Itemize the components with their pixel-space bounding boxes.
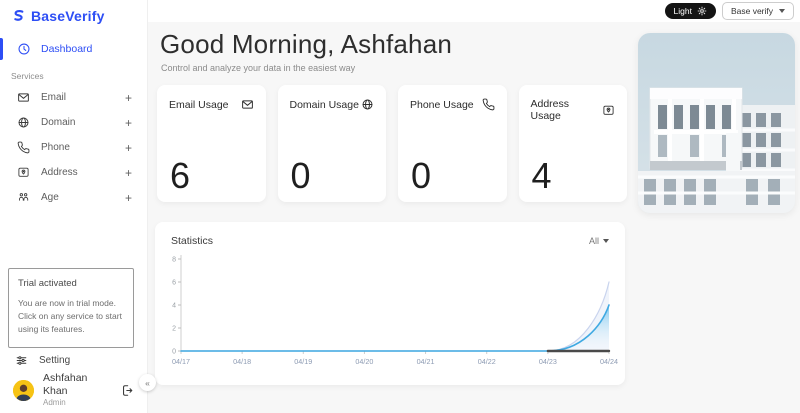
svg-text:6: 6 (172, 280, 176, 287)
svg-text:04/20: 04/20 (355, 357, 373, 366)
collapse-chevrons-icon: « (145, 377, 150, 388)
svg-text:04/21: 04/21 (417, 357, 435, 366)
phone-icon (482, 98, 495, 111)
envelope-icon (17, 91, 30, 104)
statistics-card: Statistics All 0 2 4 6 8 04/17 04/18 04/19 04/20… (155, 222, 625, 385)
add-service-button[interactable]: + (124, 165, 132, 180)
statistics-chart: 0 2 4 6 8 04/17 04/18 04/19 04/20 04/21 04/22 04/23… (172, 255, 618, 366)
user-role: Admin (43, 398, 66, 408)
gear-icon (697, 6, 707, 16)
add-service-button[interactable]: + (124, 115, 132, 130)
usage-card-title: Address Usage (530, 98, 570, 122)
sidebar-item-label: Dashboard (41, 43, 93, 55)
usage-card-value: 0 (290, 155, 311, 196)
svg-text:04/24: 04/24 (600, 357, 618, 366)
add-service-button[interactable]: + (124, 90, 132, 105)
sidebar-service-item[interactable]: Address + (0, 160, 147, 185)
trial-body: You are now in trial mode. Click on any … (18, 298, 122, 335)
chevron-down-icon (779, 9, 785, 13)
usage-card-title: Domain Usage (289, 98, 359, 111)
add-service-button[interactable]: + (124, 190, 132, 205)
theme-toggle-button[interactable]: Light (664, 3, 716, 19)
brand-name: BaseVerify (31, 8, 105, 24)
envelope-icon (241, 98, 254, 111)
workspace-dropdown[interactable]: Base verify (721, 2, 794, 20)
chevron-down-icon (603, 239, 609, 243)
add-service-button[interactable]: + (124, 140, 132, 155)
map-pin-icon (17, 166, 30, 179)
statistics-title: Statistics (171, 235, 214, 247)
sidebar-collapse-button[interactable]: « (139, 374, 156, 391)
svg-text:0: 0 (172, 349, 176, 356)
services-section-label: Services (11, 71, 44, 81)
usage-card-title: Email Usage (169, 98, 229, 111)
svg-text:8: 8 (172, 257, 176, 264)
sidebar: BaseVerify Dashboard Services Email + Do… (0, 0, 148, 413)
service-label: Phone (41, 142, 70, 153)
svg-text:04/19: 04/19 (294, 357, 312, 366)
globe-icon (361, 98, 374, 111)
sidebar-service-item[interactable]: Age + (0, 185, 147, 210)
trial-notice: Trial activated You are now in trial mod… (8, 268, 134, 348)
svg-text:4: 4 (172, 303, 176, 310)
service-label: Age (41, 192, 59, 203)
svg-text:04/23: 04/23 (539, 357, 557, 366)
user-name: Ashfahan Khan (43, 372, 88, 398)
service-label: Domain (41, 117, 76, 128)
usage-card: Domain Usage 0 (277, 85, 386, 202)
main-content: Good Morning, Ashfahan Control and analy… (148, 22, 800, 413)
svg-text:04/18: 04/18 (233, 357, 251, 366)
people-icon (17, 191, 30, 204)
building-photo (638, 33, 795, 213)
active-indicator (0, 38, 3, 60)
svg-text:2: 2 (172, 326, 176, 333)
user-profile[interactable]: Ashfahan Khan Admin (0, 372, 147, 408)
usage-card-value: 4 (531, 155, 552, 196)
phone-icon (17, 141, 30, 154)
statistics-filter-label: All (588, 236, 599, 246)
sidebar-service-item[interactable]: Email + (0, 85, 147, 110)
usage-card: Email Usage 6 (157, 85, 266, 202)
sliders-icon (16, 355, 27, 365)
service-label: Email (41, 92, 67, 103)
logout-icon[interactable] (120, 383, 134, 398)
avatar (13, 379, 34, 401)
sidebar-service-item[interactable]: Phone + (0, 135, 147, 160)
dashboard-icon (18, 43, 30, 55)
topbar: Light Base verify (148, 0, 800, 22)
page-subtitle: Control and analyze your data in the eas… (161, 63, 356, 73)
theme-toggle-label: Light (673, 6, 692, 16)
usage-card-value: 0 (411, 155, 432, 196)
svg-text:04/17: 04/17 (172, 357, 190, 366)
statistics-filter-dropdown[interactable]: All (589, 236, 609, 246)
sidebar-item-dashboard[interactable]: Dashboard (0, 36, 147, 62)
workspace-label: Base verify (730, 6, 773, 16)
setting-label: Setting (39, 354, 71, 366)
usage-card-title: Phone Usage (410, 98, 474, 111)
svg-text:04/22: 04/22 (478, 357, 496, 366)
service-label: Address (41, 167, 78, 178)
usage-card: Phone Usage 0 (398, 85, 507, 202)
map-pin-icon (602, 104, 615, 117)
usage-cards-row: Email Usage 6 Domain Usage 0 Phone Usage… (157, 85, 627, 202)
user-meta: Ashfahan Khan Admin (43, 372, 111, 408)
sidebar-item-setting[interactable]: Setting (0, 349, 147, 371)
sidebar-service-item[interactable]: Domain + (0, 110, 147, 135)
trial-title: Trial activated (18, 278, 77, 289)
services-list: Email + Domain + Phone + Address + Age + (0, 85, 147, 210)
brand-logo[interactable]: BaseVerify (11, 8, 105, 24)
globe-icon (17, 116, 30, 129)
page-title: Good Morning, Ashfahan (160, 29, 453, 59)
usage-card-value: 6 (170, 155, 191, 196)
usage-card: Address Usage 4 (518, 85, 627, 202)
brand-logo-icon (14, 9, 24, 21)
